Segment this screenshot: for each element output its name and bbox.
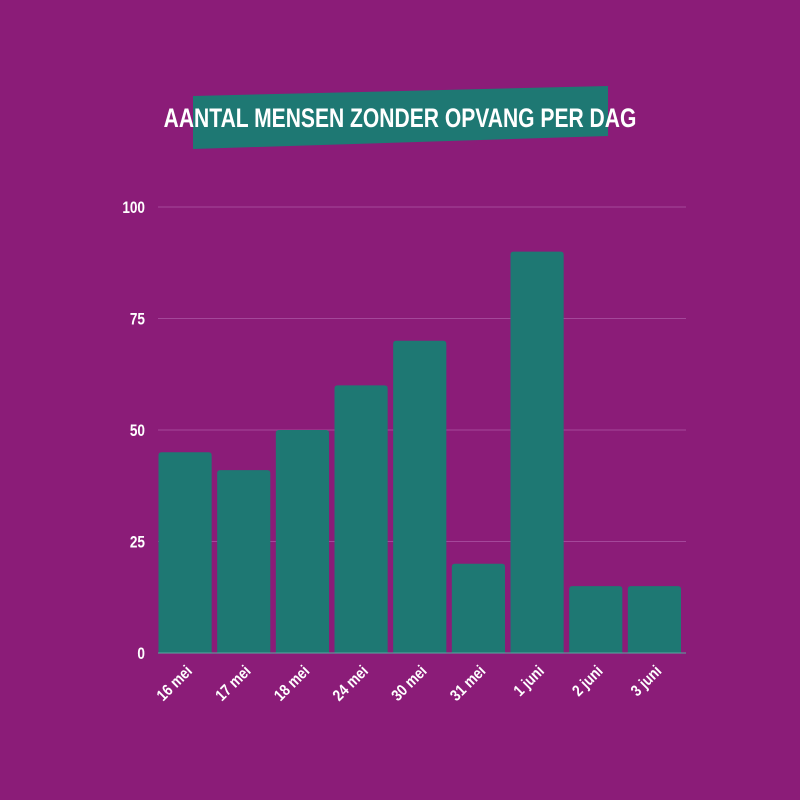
bar	[510, 251, 564, 653]
bar	[627, 586, 681, 653]
x-tick-label: 31 mei	[447, 663, 489, 705]
x-tick-label: 30 mei	[389, 663, 431, 705]
x-tick-label: 2 juni	[570, 663, 607, 700]
x-tick-label: 17 mei	[213, 663, 255, 705]
bar	[334, 385, 388, 653]
bar	[393, 340, 447, 653]
y-tick-label: 100	[122, 199, 145, 218]
x-tick-label: 18 mei	[271, 663, 313, 705]
x-tick-label: 3 juni	[628, 663, 665, 700]
y-tick-label: 50	[130, 422, 145, 441]
bar	[569, 586, 623, 653]
bar	[275, 430, 329, 653]
x-tick-label: 16 mei	[154, 663, 196, 705]
bar	[217, 470, 271, 653]
y-tick-label: 75	[130, 310, 146, 329]
bar	[158, 452, 212, 653]
bar	[451, 563, 505, 653]
x-tick-label: 1 juni	[511, 663, 548, 700]
x-tick-label: 24 mei	[330, 663, 372, 705]
y-tick-label: 25	[130, 533, 146, 552]
chart-title: AANTAL MENSEN ZONDER OPVANG PER DAG	[163, 103, 637, 133]
y-tick-label: 0	[137, 645, 145, 664]
